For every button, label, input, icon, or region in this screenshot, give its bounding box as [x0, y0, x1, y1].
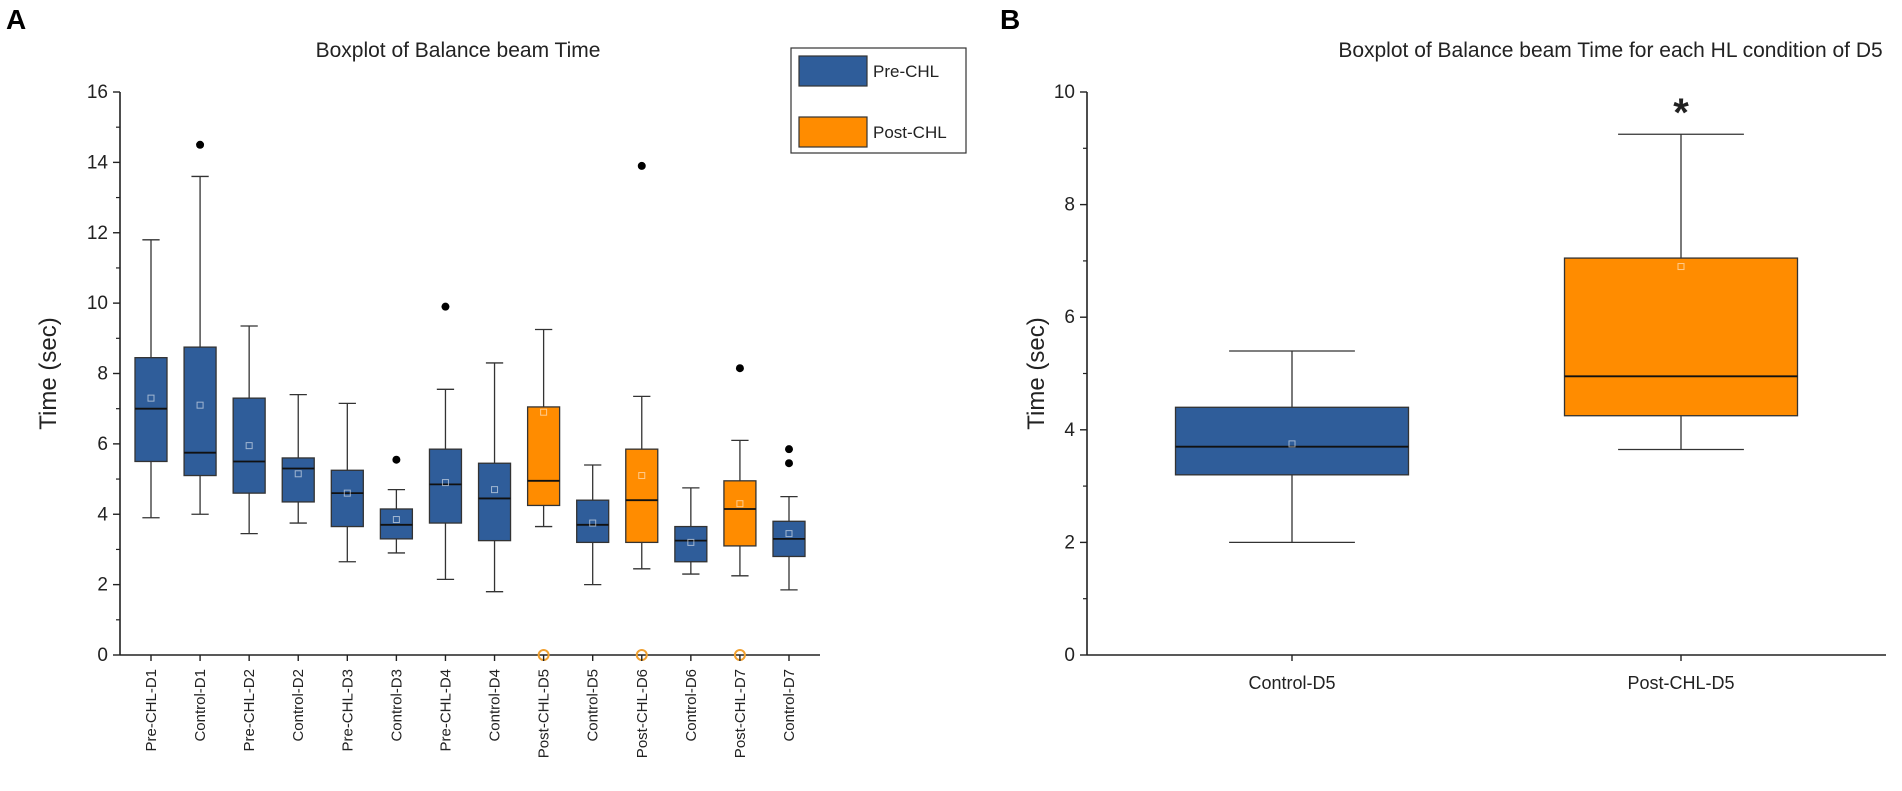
- y-tick-label: 2: [97, 575, 108, 596]
- x-tick-label: Control-D2: [290, 669, 307, 742]
- mean-marker-post-chl-d5: [540, 408, 548, 416]
- mean-marker-control-d3: [392, 516, 400, 524]
- mean-marker-post-chl-d7: [736, 500, 744, 508]
- y-tick-label: 0: [1064, 645, 1075, 666]
- x-tick-label: Control-D4: [487, 669, 504, 742]
- box-post-chl-d5: [1563, 257, 1799, 417]
- x-tick-label: Post-CHL-D6: [634, 669, 651, 758]
- y-tick-label: 6: [97, 434, 108, 455]
- y-tick-label: 16: [87, 82, 108, 103]
- mean-marker-control-d5: [589, 519, 597, 527]
- box-control-d4: [477, 462, 512, 542]
- x-tick-label: Control-D5: [585, 669, 602, 742]
- legend-swatch-post: [798, 116, 868, 148]
- mean-marker-control-d2: [294, 470, 302, 478]
- panel-label-b: B: [1000, 4, 1021, 35]
- box-post-chl-d7: [723, 480, 757, 547]
- box-post-chl-d6: [625, 448, 659, 544]
- x-tick-label: Post-CHL-D5: [536, 669, 553, 758]
- box-control-d5: [576, 499, 610, 544]
- box-control-d6: [674, 525, 708, 563]
- box-pre-chl-d2: [232, 397, 266, 494]
- mean-marker-control-d4: [491, 486, 499, 494]
- x-tick-label: Control-D3: [388, 669, 405, 742]
- x-tick-label: Pre-CHL-D1: [143, 669, 160, 752]
- legend-swatch-pre: [798, 55, 868, 87]
- mean-marker-pre-chl-d1: [147, 394, 155, 402]
- outlier-post-chl-d7: [735, 364, 744, 373]
- mean-marker-post-chl-d6: [638, 472, 646, 480]
- x-tick-label: Control-D7: [781, 669, 798, 742]
- panel-label-a: A: [6, 4, 27, 35]
- mean-marker-control-d7: [785, 530, 793, 538]
- x-tick-label: Pre-CHL-D2: [241, 669, 258, 752]
- x-tick-label: Control-D6: [683, 669, 700, 742]
- significance-star: *: [1673, 91, 1689, 135]
- legend: Pre-CHL Post-CHL: [790, 47, 967, 154]
- outlier-post-chl-d6: [637, 161, 646, 170]
- legend-label-pre: Pre-CHL: [873, 62, 939, 81]
- x-tick-label: Pre-CHL-D4: [437, 669, 454, 752]
- y-tick-label: 6: [1064, 307, 1075, 328]
- legend-label-post: Post-CHL: [873, 123, 947, 142]
- y-tick-label: 10: [1054, 82, 1075, 103]
- y-tick-label: 2: [1064, 532, 1075, 553]
- y-tick-label: 4: [1064, 420, 1075, 441]
- box-control-d2: [281, 457, 315, 503]
- box-pre-chl-d3: [330, 469, 364, 528]
- x-tick-label: Post-CHL-D7: [732, 669, 749, 758]
- outlier-control-d1: [196, 140, 205, 149]
- x-tick-label: Control-D1: [192, 669, 209, 742]
- outlier-pre-chl-d4: [441, 302, 450, 311]
- mean-marker-pre-chl-d3: [343, 489, 351, 497]
- chart-title: Boxplot of Balance beam Time: [316, 39, 601, 62]
- mean-marker-post-chl-d5: [1677, 263, 1685, 271]
- mean-marker-pre-chl-d2: [245, 442, 253, 450]
- mean-marker-control-d6: [687, 538, 695, 546]
- mean-marker-pre-chl-d4: [441, 479, 449, 487]
- mean-marker-control-d1: [196, 401, 204, 409]
- box-pre-chl-d4: [428, 448, 463, 524]
- outlier-control-d7: [785, 459, 793, 468]
- y-tick-label: 8: [97, 364, 108, 385]
- y-axis-label: Time (sec): [1023, 317, 1050, 429]
- x-tick-label: Control-D5: [1248, 673, 1335, 693]
- y-tick-label: 10: [87, 293, 108, 314]
- box-post-chl-d5: [526, 406, 561, 507]
- y-tick-label: 4: [97, 504, 108, 525]
- box-control-d1: [183, 346, 217, 477]
- chart-title: Boxplot of Balance beam Time for each HL…: [1338, 39, 1882, 62]
- x-tick-label: Pre-CHL-D3: [339, 669, 356, 752]
- outlier-control-d7: [785, 445, 793, 454]
- x-tick-label: Post-CHL-D5: [1627, 673, 1734, 693]
- y-tick-label: 8: [1064, 195, 1075, 216]
- y-tick-label: 12: [87, 223, 108, 244]
- y-axis-label: Time (sec): [35, 317, 62, 429]
- mean-marker-control-d5: [1288, 440, 1296, 448]
- y-tick-label: 0: [97, 645, 108, 666]
- y-tick-label: 14: [87, 152, 109, 173]
- outlier-control-d3: [392, 455, 401, 464]
- chart-a: Boxplot of Balance beam Time 0 2 4 6 8 10 12 14 1…: [35, 39, 967, 758]
